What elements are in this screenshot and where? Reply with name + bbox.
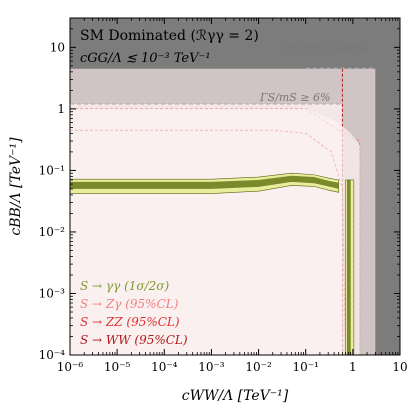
y-tick-label: 1 [57,102,65,116]
yy-band-1sigma [70,175,339,189]
plot-area [70,18,400,355]
legend-entry: S → γγ (1σ/2σ) [80,279,169,293]
x-tick-label: 10⁻⁵ [104,360,131,374]
width-annotation: ΓS/mS ≥ 6% [259,91,331,104]
annotations: ΓS/mS ≥ 100% ΓS/mS ≥ 6% [70,42,376,105]
y-tick-label: 10⁻⁴ [39,348,66,362]
x-axis-label: cWW/Λ [TeV⁻¹] [182,388,289,404]
legend-entry: S → Zγ (95%CL) [80,297,179,311]
x-tick-label: 10⁻⁶ [57,360,84,374]
y-tick-label: 10⁻¹ [39,163,65,177]
x-tick-label: 10⁻³ [198,360,225,374]
width-annotation: ΓS/mS ≥ 100% [281,42,367,55]
x-tick-label: 10⁻¹ [293,360,319,374]
legend-entry: S → ZZ (95%CL) [80,315,180,329]
x-tick-label: 10 [392,360,407,374]
x-tick-label: 10⁻⁴ [151,360,178,374]
y-tick-label: 10 [50,40,65,54]
x-tick-label: 1 [349,360,357,374]
legend: S → γγ (1σ/2σ) S → Zγ (95%CL) S → ZZ (95%C… [80,279,188,347]
plot-frame [69,17,401,356]
x-tick-label: 10⁻² [245,360,272,374]
yy-vertical-1sigma [346,179,351,355]
y-axis-label: cBB/Λ [TeV⁻¹] [8,137,24,236]
inner-region [70,108,360,355]
y-tick-label: 10⁻² [39,225,66,239]
chart-title: SM Dominated (ℛγγ = 2) [80,28,259,44]
legend-entry: S → WW (95%CL) [80,333,188,347]
tick-labels: 10⁻⁶ 10⁻⁵ 10⁻⁴ 10⁻³ 10⁻² 10⁻¹ 1 10 10⁻⁴ 10⁻³ 10⁻² 1… [39,40,408,374]
chart-subtitle: cGG/Λ ≲ 10⁻³ TeV⁻¹ [80,51,211,66]
y-tick-label: 10⁻³ [39,286,66,300]
